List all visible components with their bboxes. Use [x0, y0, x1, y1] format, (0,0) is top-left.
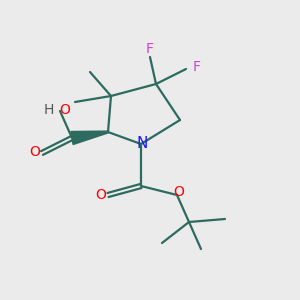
Text: H: H	[44, 103, 54, 116]
Text: O: O	[59, 103, 70, 116]
Text: O: O	[95, 188, 106, 202]
Text: F: F	[193, 60, 200, 74]
Text: N: N	[137, 136, 148, 152]
Text: O: O	[29, 145, 40, 158]
Polygon shape	[71, 131, 108, 145]
Text: O: O	[173, 185, 184, 199]
Text: F: F	[146, 43, 154, 56]
